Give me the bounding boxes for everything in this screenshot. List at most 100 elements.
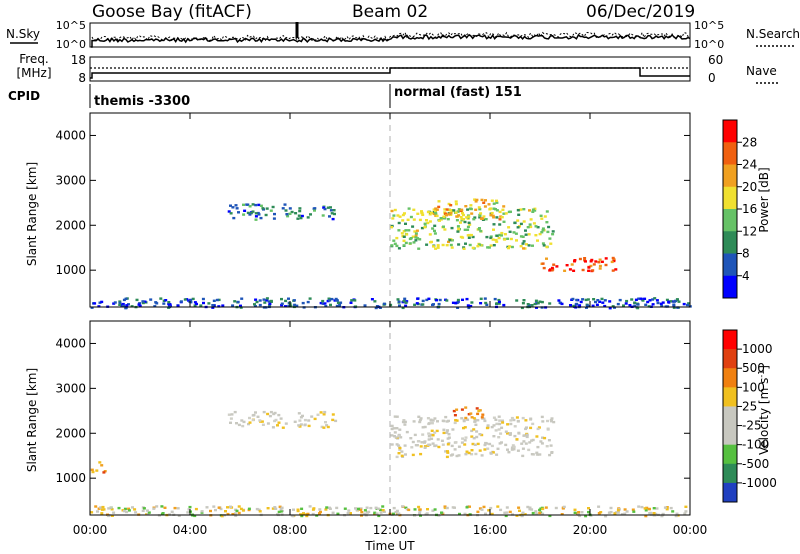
vel-echo-cell xyxy=(381,509,385,512)
power-echo-cell xyxy=(450,226,454,230)
power-echo-cell xyxy=(415,229,419,232)
vel-echo-cell xyxy=(266,507,270,510)
vel-echo-cell xyxy=(501,421,505,424)
power-echo-cell xyxy=(456,230,460,233)
power-panel-frame xyxy=(89,112,691,308)
vel-echo-cell xyxy=(401,505,404,508)
power-echo-cell xyxy=(541,242,545,245)
vel-echo-cell xyxy=(531,511,535,515)
power-echo-cell xyxy=(457,243,461,246)
vel-echo-cell xyxy=(397,452,401,455)
power-echo-cell xyxy=(507,246,510,250)
vel-echo-cell xyxy=(318,508,322,511)
vel-echo-cell xyxy=(395,427,399,430)
power-echo-cell xyxy=(483,205,487,208)
vel-echo-cell xyxy=(161,512,165,515)
x-tick-label: 00:00 xyxy=(673,523,708,537)
power-echo-cell xyxy=(524,229,527,232)
vel-echo-cell xyxy=(403,423,407,426)
vel-echo-cell xyxy=(98,461,102,464)
vel-echo-cell xyxy=(446,443,450,446)
vel-echo-cell xyxy=(433,508,437,511)
vel-echo-cell xyxy=(544,506,548,509)
power-echo-cell xyxy=(413,230,417,233)
vel-echo-cell xyxy=(647,507,651,511)
power-echo-cell xyxy=(473,216,477,219)
vel-echo-cell xyxy=(462,419,466,423)
power-echo-cell xyxy=(298,209,302,213)
nsky-panel-frame xyxy=(89,22,691,48)
vel-echo-cell xyxy=(319,411,323,414)
vel-echo-cell xyxy=(326,425,330,429)
vel-echo-cell xyxy=(102,508,106,511)
power-echo-cell xyxy=(431,303,434,307)
power-echo-cell xyxy=(162,302,166,305)
power-echo-cell xyxy=(263,301,267,304)
power-echo-cell xyxy=(201,297,205,301)
power-echo-cell xyxy=(434,247,438,250)
power-echo-cell xyxy=(428,213,432,216)
vel-echo-cell xyxy=(277,510,281,514)
vel-echo-cell xyxy=(233,512,237,515)
vel-echo-cell xyxy=(423,446,427,449)
power-echo-cell xyxy=(493,297,497,301)
vel-echo-cell xyxy=(546,427,550,430)
vel-echo-cell xyxy=(365,506,369,509)
power-echo-cell xyxy=(513,221,517,225)
power-echo-cell xyxy=(598,264,602,268)
vel-echo-cell xyxy=(280,506,284,509)
power-echo-cell xyxy=(534,225,538,228)
vel-echo-cell xyxy=(516,419,520,423)
power-echo-cell xyxy=(324,305,328,308)
vel-echo-cell xyxy=(252,413,256,417)
vel-echo-cell xyxy=(455,408,459,411)
power-echo-cell xyxy=(448,239,452,242)
vel-echo-cell xyxy=(481,417,485,420)
vel-echo-cell xyxy=(393,431,397,434)
vel-echo-cell xyxy=(541,420,545,423)
power-echo-cell xyxy=(466,228,470,231)
power-echo-cell xyxy=(125,304,129,307)
vel-echo-cell xyxy=(347,509,351,512)
vel-echo-cell xyxy=(520,442,524,445)
power-echo-cell xyxy=(411,235,415,238)
vel-echo-cell xyxy=(597,512,601,515)
colorbar-segment xyxy=(723,463,737,484)
power-echo-cell xyxy=(613,306,616,309)
power-echo-cell xyxy=(337,305,341,308)
freq-panel-frame xyxy=(89,56,691,82)
vel-echo-cell xyxy=(645,506,649,510)
power-echo-cell xyxy=(237,211,240,214)
vel-echo-cell xyxy=(188,505,192,509)
power-echo-cell xyxy=(412,241,416,244)
power-echo-cell xyxy=(254,212,258,215)
vel-echo-cell xyxy=(513,434,517,438)
vel-echo-cell xyxy=(394,436,398,439)
vel-echo-cell xyxy=(401,420,405,424)
x-tick-label: 16:00 xyxy=(473,523,508,537)
vel-echo-cell xyxy=(325,424,329,427)
power-echo-cell xyxy=(469,207,473,211)
vel-echo-cell xyxy=(444,415,448,419)
power-echo-cell xyxy=(390,209,394,213)
vel-echo-cell xyxy=(412,420,416,423)
colorbar-tick-label: 16 xyxy=(742,202,757,216)
power-echo-cell xyxy=(578,257,582,261)
vel-echo-cell xyxy=(521,416,525,420)
vel-echo-cell xyxy=(683,512,687,515)
power-echo-cell xyxy=(519,235,523,238)
power-echo-cell xyxy=(296,217,300,220)
power-echo-cell xyxy=(323,207,327,211)
power-echo-cell xyxy=(432,245,435,248)
vel-echo-cell xyxy=(492,424,496,427)
power-echo-cell xyxy=(426,221,430,225)
power-echo-cell xyxy=(313,209,316,212)
vel-echo-cell xyxy=(117,506,121,510)
power-echo-cell xyxy=(280,302,284,305)
power-echo-cell xyxy=(492,216,496,219)
vel-echo-cell xyxy=(110,514,114,517)
vel-echo-cell xyxy=(233,410,237,414)
vel-echo-cell xyxy=(643,507,647,510)
vel-echo-cell xyxy=(417,415,421,418)
power-echo-cell xyxy=(242,213,246,216)
